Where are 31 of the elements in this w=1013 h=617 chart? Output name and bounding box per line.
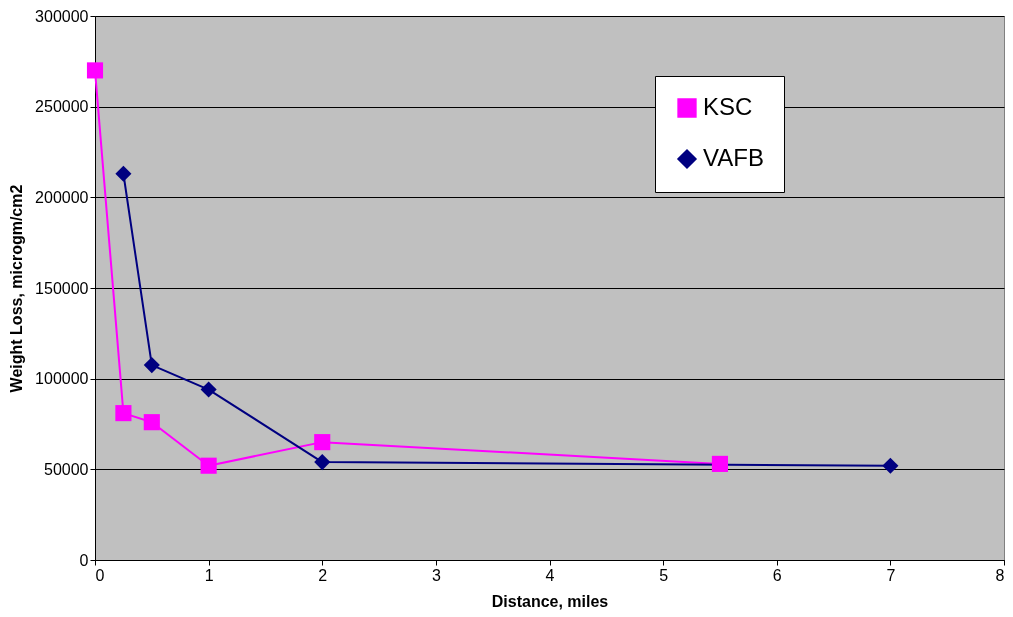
y-tick-label: 200000 [35, 188, 89, 206]
x-tick-label: 5 [659, 566, 669, 584]
y-tick-label: 0 [79, 551, 89, 569]
x-tick-label: 0 [95, 566, 105, 584]
legend-label: KSC [703, 93, 753, 120]
x-tick-label: 2 [318, 566, 328, 584]
point [882, 457, 899, 474]
x-tick-label: 1 [204, 566, 214, 584]
point [143, 357, 160, 374]
point [200, 381, 217, 398]
point [314, 454, 331, 471]
x-tick-label: 8 [995, 566, 1005, 584]
x-tick-label: 7 [886, 566, 896, 584]
y-tick-label: 150000 [35, 279, 89, 297]
y-axis-title: Weight Loss, microgm/cm2 [8, 184, 26, 393]
point [115, 165, 132, 182]
x-tick-label: 3 [431, 566, 441, 584]
x-tick-label: 6 [772, 566, 782, 584]
y-tick-label: 50000 [44, 460, 89, 478]
y-tick-label: 100000 [35, 370, 89, 388]
x-axis-title: Distance, miles [491, 592, 609, 610]
point [314, 434, 331, 451]
x-tick-label: 4 [545, 566, 555, 584]
point [86, 62, 104, 79]
y-tick-label: 300000 [35, 7, 89, 25]
point [711, 455, 728, 472]
point [143, 414, 160, 431]
y-tick-label: 250000 [35, 98, 89, 116]
point [115, 405, 132, 422]
point [200, 457, 217, 474]
legend-label: VAFB [703, 144, 764, 171]
